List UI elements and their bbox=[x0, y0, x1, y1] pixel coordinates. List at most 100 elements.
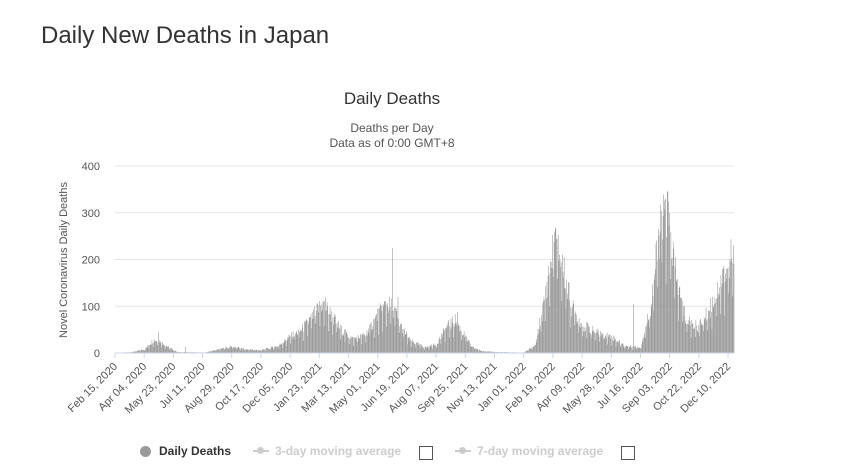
bar bbox=[150, 344, 152, 353]
bar bbox=[361, 343, 362, 353]
bar bbox=[554, 227, 556, 353]
bar bbox=[580, 323, 582, 353]
bar bbox=[661, 262, 663, 353]
bar bbox=[229, 347, 231, 353]
bar bbox=[535, 339, 537, 353]
bar bbox=[273, 348, 274, 353]
bar bbox=[360, 333, 362, 353]
bar bbox=[613, 341, 614, 353]
bar bbox=[375, 315, 377, 353]
bar bbox=[386, 302, 388, 353]
bar bbox=[569, 327, 571, 353]
bar bbox=[601, 332, 603, 353]
bar bbox=[715, 302, 716, 353]
bar bbox=[409, 336, 410, 353]
bar bbox=[134, 351, 136, 353]
bar bbox=[641, 341, 643, 353]
bar bbox=[699, 336, 700, 353]
bar bbox=[159, 343, 161, 353]
bar bbox=[442, 328, 444, 353]
bar bbox=[258, 349, 259, 353]
bar bbox=[614, 339, 616, 353]
bar bbox=[321, 311, 323, 353]
bar bbox=[250, 349, 252, 353]
bar bbox=[288, 334, 290, 353]
bar bbox=[161, 344, 163, 353]
bar bbox=[217, 349, 218, 353]
bar bbox=[599, 336, 601, 353]
7-day-average-checkbox[interactable] bbox=[621, 446, 636, 460]
gridlines bbox=[115, 165, 734, 307]
bar bbox=[419, 344, 420, 353]
bar bbox=[579, 326, 580, 353]
bar bbox=[255, 350, 257, 353]
bar bbox=[208, 351, 209, 353]
bar bbox=[249, 349, 251, 353]
bar bbox=[587, 323, 589, 353]
bar bbox=[464, 337, 466, 353]
legend-item-3-day-average[interactable]: 3-day moving average bbox=[253, 442, 434, 460]
bar bbox=[439, 338, 441, 353]
bar bbox=[727, 268, 728, 353]
bar bbox=[730, 261, 731, 353]
bar bbox=[358, 337, 359, 353]
bar bbox=[350, 336, 352, 353]
bar bbox=[404, 329, 405, 353]
bar bbox=[334, 316, 336, 353]
bar bbox=[602, 334, 603, 353]
bar bbox=[649, 327, 650, 353]
legend-item-daily-deaths[interactable]: Daily Deaths bbox=[140, 444, 231, 458]
bar bbox=[215, 350, 217, 353]
bar bbox=[441, 337, 443, 353]
bar bbox=[279, 343, 281, 353]
bar bbox=[538, 329, 540, 353]
bar bbox=[470, 343, 471, 353]
bar bbox=[163, 345, 165, 353]
bar bbox=[239, 348, 240, 353]
bar bbox=[631, 346, 633, 353]
bar bbox=[174, 350, 175, 353]
bar bbox=[252, 350, 254, 353]
bar bbox=[330, 321, 332, 353]
bar bbox=[345, 329, 346, 353]
bar bbox=[244, 350, 246, 353]
bar bbox=[377, 308, 379, 353]
bar bbox=[351, 336, 353, 353]
bar bbox=[230, 345, 231, 353]
bar bbox=[459, 331, 460, 353]
bar bbox=[623, 346, 625, 353]
bar bbox=[553, 276, 554, 353]
bar bbox=[309, 316, 311, 353]
bar bbox=[431, 344, 432, 353]
bar bbox=[151, 340, 153, 353]
bar bbox=[145, 347, 147, 353]
bar bbox=[211, 350, 213, 353]
bar bbox=[479, 349, 480, 353]
bar bbox=[339, 328, 340, 353]
bar bbox=[153, 342, 155, 353]
bar bbox=[428, 345, 430, 353]
bar bbox=[133, 351, 134, 353]
legend-item-7-day-average[interactable]: 7-day moving average bbox=[455, 442, 636, 460]
bar bbox=[639, 347, 641, 353]
bar bbox=[323, 301, 324, 353]
bar bbox=[306, 320, 308, 353]
bar bbox=[428, 349, 429, 353]
bar bbox=[672, 265, 673, 353]
bar bbox=[251, 349, 252, 353]
bar bbox=[660, 204, 662, 353]
bar bbox=[173, 351, 175, 353]
bar bbox=[429, 347, 430, 353]
bar bbox=[161, 347, 162, 353]
bar bbox=[650, 306, 652, 353]
bar bbox=[672, 241, 674, 353]
bar bbox=[624, 348, 625, 353]
bar bbox=[645, 326, 647, 353]
bar bbox=[401, 323, 402, 353]
bar bbox=[419, 348, 421, 353]
bar bbox=[700, 318, 701, 353]
bar bbox=[448, 337, 450, 353]
3-day-average-checkbox[interactable] bbox=[419, 446, 434, 460]
bar bbox=[285, 340, 287, 353]
